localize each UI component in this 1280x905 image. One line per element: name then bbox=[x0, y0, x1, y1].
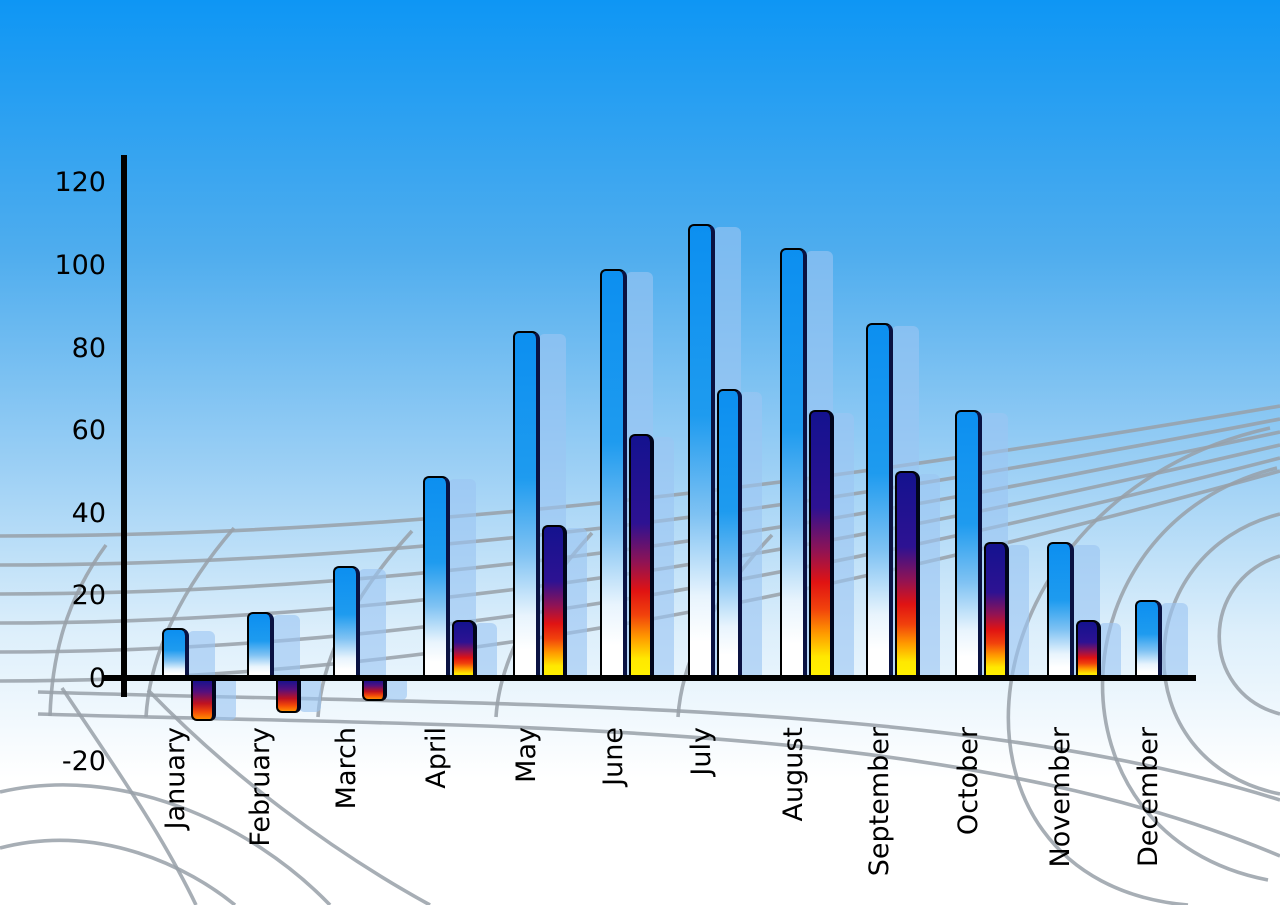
shadow-august-secondary bbox=[832, 413, 854, 678]
month-label-june: June bbox=[598, 727, 629, 786]
bar-april-secondary bbox=[452, 620, 477, 678]
shadow-march-primary bbox=[359, 569, 386, 678]
bar-december-primary bbox=[1135, 600, 1162, 678]
shadow-december-primary bbox=[1161, 603, 1188, 678]
month-label-march: March bbox=[331, 727, 362, 810]
shadow-november-secondary bbox=[1099, 623, 1121, 678]
bar-june-primary bbox=[600, 269, 627, 678]
shadow-july-secondary bbox=[740, 392, 762, 678]
bar-november-primary bbox=[1047, 542, 1074, 678]
bar-january-primary bbox=[162, 628, 189, 678]
bar-february-secondary bbox=[276, 680, 301, 713]
bar-june-secondary bbox=[629, 434, 654, 678]
month-label-april: April bbox=[421, 727, 452, 789]
y-tick-label--20: -20 bbox=[61, 746, 106, 777]
bar-may-primary bbox=[513, 331, 540, 678]
month-label-november: November bbox=[1045, 727, 1076, 868]
y-axis-line bbox=[121, 155, 127, 697]
y-tick-label-120: 120 bbox=[54, 167, 106, 198]
month-label-september: September bbox=[864, 727, 895, 877]
shadow-april-secondary bbox=[475, 623, 497, 678]
y-tick-label-0: 0 bbox=[88, 663, 106, 694]
bar-april-primary bbox=[423, 476, 450, 678]
bar-september-secondary bbox=[895, 471, 920, 678]
bottom-left-arcs bbox=[0, 687, 431, 905]
y-tick-label-40: 40 bbox=[71, 498, 106, 529]
y-tick-label-60: 60 bbox=[71, 415, 106, 446]
shadow-january-primary bbox=[188, 631, 215, 678]
bar-february-primary bbox=[247, 612, 274, 678]
shadow-june-secondary bbox=[652, 437, 674, 678]
shadow-march-secondary bbox=[385, 681, 407, 700]
bar-may-secondary bbox=[542, 525, 567, 678]
shadow-october-secondary bbox=[1007, 545, 1029, 678]
bar-july-secondary bbox=[717, 389, 742, 678]
month-label-october: October bbox=[953, 727, 984, 836]
x-axis-line bbox=[103, 675, 1196, 681]
bar-january-secondary bbox=[191, 680, 216, 721]
month-label-may: May bbox=[511, 727, 542, 783]
y-tick-label-20: 20 bbox=[71, 580, 106, 611]
month-label-december: December bbox=[1133, 727, 1164, 868]
bar-october-secondary bbox=[984, 542, 1009, 678]
bar-march-secondary bbox=[362, 680, 387, 701]
y-tick-label-100: 100 bbox=[54, 250, 106, 281]
shadow-february-secondary bbox=[299, 681, 321, 712]
month-label-january: January bbox=[160, 727, 191, 830]
bar-september-primary bbox=[866, 323, 893, 678]
bar-november-secondary bbox=[1076, 620, 1101, 678]
bar-july-primary bbox=[688, 224, 715, 678]
shadow-may-secondary bbox=[565, 528, 587, 678]
shadow-september-secondary bbox=[918, 474, 940, 678]
month-label-july: July bbox=[686, 727, 717, 776]
bar-august-secondary bbox=[809, 410, 834, 678]
bar-march-primary bbox=[333, 566, 360, 678]
y-tick-label-80: 80 bbox=[71, 333, 106, 364]
month-label-august: August bbox=[778, 727, 809, 822]
bar-october-primary bbox=[955, 410, 982, 678]
bar-august-primary bbox=[780, 248, 807, 678]
month-label-february: February bbox=[245, 727, 276, 847]
shadow-february-primary bbox=[273, 615, 300, 678]
shadow-january-secondary bbox=[214, 681, 236, 720]
